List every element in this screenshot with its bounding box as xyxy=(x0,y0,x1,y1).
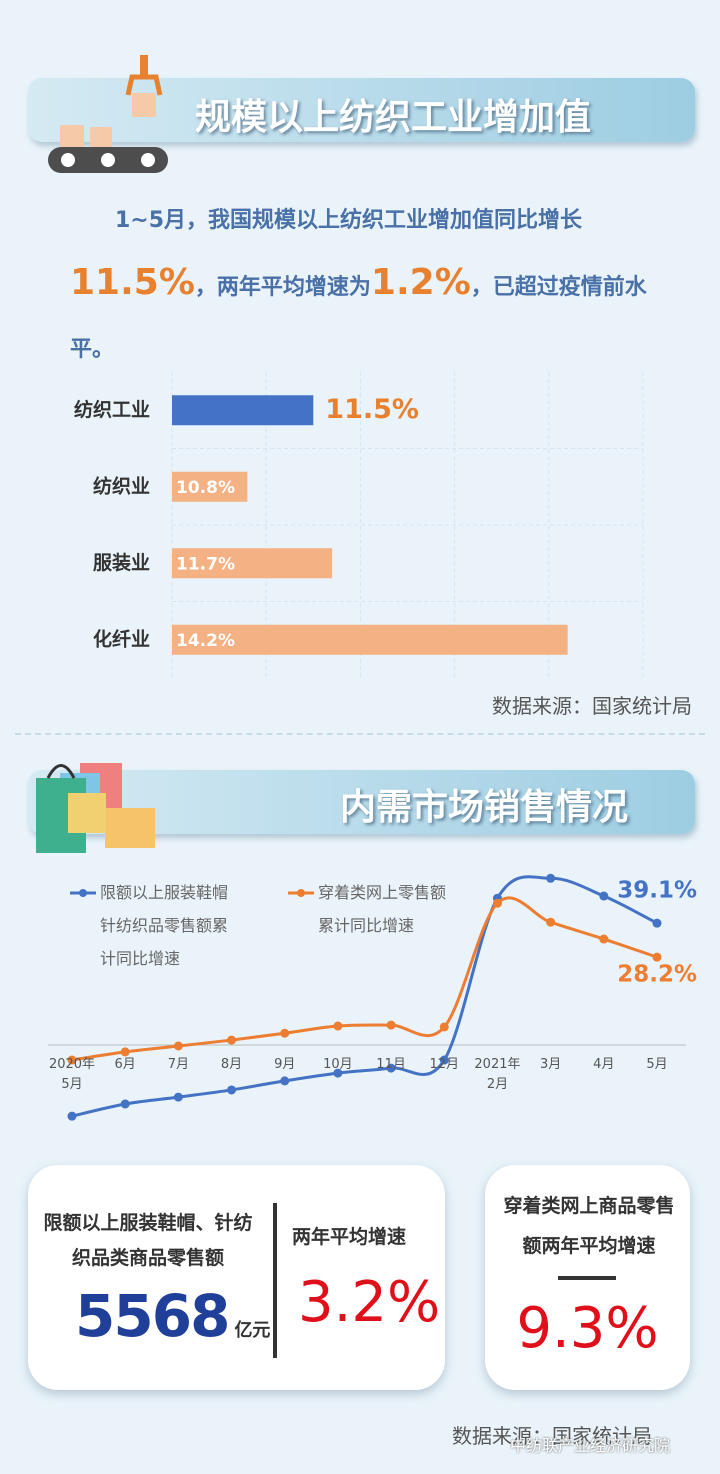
legend-swatch xyxy=(297,889,305,897)
point xyxy=(280,1076,290,1086)
x-tick-label: 10月 xyxy=(323,1057,353,1073)
point xyxy=(386,1020,396,1030)
legend-label: 穿着类网上零售额累计同比增速 xyxy=(318,883,447,935)
text: ，两年平均增速为 xyxy=(194,275,371,300)
highlight: 1.2% xyxy=(370,262,471,303)
point xyxy=(227,1085,237,1095)
text: 1~5月，我国规模以上纺织工业增加值同比增长 xyxy=(115,208,583,233)
bar xyxy=(172,471,248,502)
x-tick-label: 3月 xyxy=(539,1057,562,1073)
x-tick-label: 11月 xyxy=(376,1057,406,1073)
card-rate: 3.2% xyxy=(298,1270,441,1335)
bags-icon xyxy=(36,763,155,853)
bar xyxy=(172,548,333,579)
x-tick-label: 6月 xyxy=(114,1057,136,1073)
point xyxy=(546,873,556,883)
factory-icon xyxy=(48,55,168,173)
point xyxy=(546,917,556,927)
point xyxy=(652,952,662,962)
card-label: 穿着类网上商品零售额两年平均增速 xyxy=(503,1195,675,1257)
point xyxy=(173,1092,183,1102)
source: 数据来源：国家统计局 xyxy=(452,1424,652,1448)
data-label: 11.7% xyxy=(176,554,235,574)
y-tick-label: 化纤业 xyxy=(93,627,150,650)
x-tick-label: 8月 xyxy=(220,1057,243,1073)
x-tick-label: 9月 xyxy=(274,1057,296,1073)
y-tick-label: 纺织工业 xyxy=(74,398,150,421)
legend-label: 限额以上服装鞋帽针纺织品零售额累计同比增速 xyxy=(100,883,229,968)
card-unit: 亿元 xyxy=(234,1320,271,1341)
y-tick-label: 纺织业 xyxy=(93,474,150,497)
watermark: 中纺联产业经济研究院 xyxy=(510,1436,671,1455)
x-tick-label: 12月 xyxy=(429,1057,460,1073)
x-tick-label: 7月 xyxy=(167,1057,189,1073)
point xyxy=(652,918,662,928)
legend-swatch xyxy=(79,889,87,897)
divider xyxy=(15,733,705,735)
point xyxy=(67,1111,77,1121)
card-value: 5568 xyxy=(75,1282,230,1350)
point xyxy=(492,898,502,908)
point xyxy=(333,1021,343,1031)
section-title: 内需市场销售情况 xyxy=(340,787,629,828)
point xyxy=(492,893,502,903)
card-rate: 9.3% xyxy=(516,1296,659,1361)
separator xyxy=(558,1276,616,1280)
data-label: 28.2% xyxy=(617,962,697,988)
summary: 1~5月，我国规模以上纺织工业增加值同比增长 11.5%，两年平均增速为1.2%，… xyxy=(70,190,665,381)
x-tick-label: 2021年 2月 xyxy=(474,1057,521,1093)
card-value-wrap: 5568 亿元 xyxy=(75,1282,270,1350)
section-title: 规模以上纺织工业增加值 xyxy=(195,97,592,138)
bar xyxy=(172,395,314,426)
point xyxy=(227,1035,237,1045)
point xyxy=(439,1022,449,1032)
data-label: 11.5% xyxy=(325,394,419,425)
bar xyxy=(172,624,568,655)
data-label: 39.1% xyxy=(617,878,697,904)
x-tick-label: 5月 xyxy=(646,1057,668,1073)
text: ，已超过疫情前水平。 xyxy=(70,275,647,362)
y-tick-label: 服装业 xyxy=(93,551,150,574)
source: 数据来源：国家统计局 xyxy=(492,694,692,718)
point xyxy=(599,934,609,944)
x-tick-label: 2020年 5月 xyxy=(48,1057,96,1093)
card-label: 两年平均增速 xyxy=(292,1226,407,1248)
card-label: 限额以上服装鞋帽、针纺织品类商品零售额 xyxy=(43,1212,253,1269)
x-tick-label: 4月 xyxy=(593,1057,615,1073)
card xyxy=(28,1165,445,1390)
point xyxy=(280,1028,290,1038)
highlight: 11.5% xyxy=(70,262,195,303)
separator xyxy=(273,1203,277,1358)
data-label: 10.8% xyxy=(176,478,235,498)
point xyxy=(173,1041,183,1051)
bar-chart: 纺织工业 11.5% 纺织业 10.8% 服装业 11.7% 化纤业 14.2% xyxy=(74,372,644,678)
point xyxy=(120,1099,130,1109)
data-label: 14.2% xyxy=(176,631,235,651)
point xyxy=(599,891,609,901)
